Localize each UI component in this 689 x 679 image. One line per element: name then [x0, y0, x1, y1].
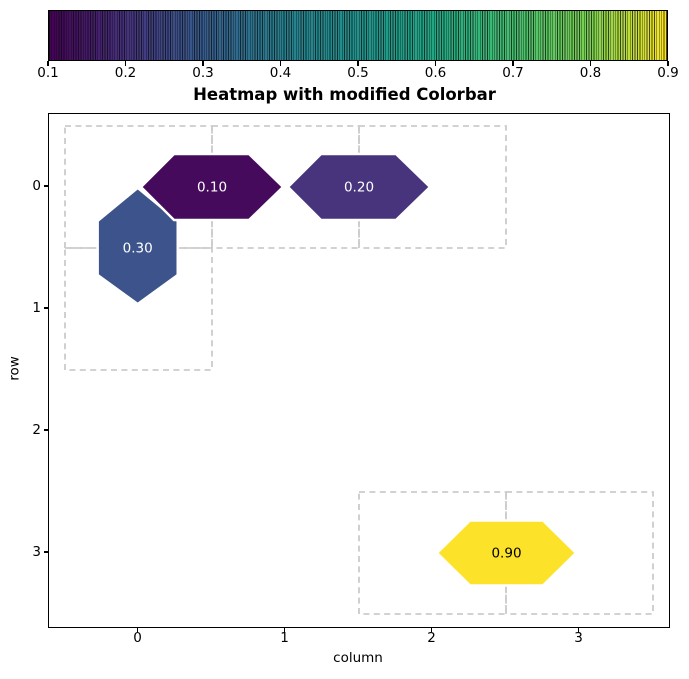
colorbar-segment-edges: [49, 11, 667, 60]
chart-title: Heatmap with modified Colorbar: [193, 85, 496, 104]
colorbar-tick-label: 0.4: [269, 65, 292, 81]
colorbar-tick-label: 0.7: [502, 65, 524, 81]
x-tick-label: 2: [427, 630, 436, 646]
hexagon-value-label: 0.20: [344, 180, 374, 196]
y-axis-label: row: [6, 356, 23, 381]
plot-area: 0.10 0.20 0.30 0.90: [48, 113, 670, 628]
y-tick-mark: [43, 551, 48, 553]
x-tick-label: 0: [133, 630, 142, 646]
y-tick-label: 3: [32, 544, 41, 560]
colorbar-tick-label: 0.8: [579, 65, 602, 81]
hexagon-value-label: 0.10: [197, 180, 227, 196]
x-tick-label: 3: [574, 630, 583, 646]
colorbar-tick-label: 0.6: [424, 65, 447, 81]
x-axis-label: column: [333, 650, 383, 666]
colorbar-tick-label: 0.3: [192, 65, 214, 81]
colorbar-tick-mark: [589, 61, 592, 66]
colorbar: [48, 10, 668, 61]
colorbar-tick-label: 0.1: [37, 65, 59, 81]
x-tick-mark: [430, 627, 433, 632]
colorbar-tick-mark: [279, 61, 282, 66]
colorbar-tick-mark: [434, 61, 437, 66]
y-tick-mark: [43, 429, 48, 431]
hexagon-cell-090: [435, 519, 578, 587]
x-tick-mark: [283, 627, 286, 632]
colorbar-tick-mark: [667, 61, 669, 66]
grid-cell-outline: [505, 491, 654, 615]
heatmap-canvas: 0.10 0.20 0.30 0.90: [64, 125, 654, 615]
y-tick-mark: [43, 185, 48, 187]
colorbar-tick-mark: [124, 61, 127, 66]
x-tick-label: 1: [280, 630, 289, 646]
x-tick-mark: [577, 627, 580, 632]
colorbar-tick-mark: [512, 61, 514, 66]
colorbar-tick-mark: [202, 61, 204, 66]
y-tick-mark: [43, 307, 48, 309]
y-tick-label: 2: [32, 422, 41, 438]
colorbar-tick-label: 0.9: [657, 65, 679, 81]
colorbar-tick-mark: [357, 61, 359, 66]
grid-cell-outline: [358, 125, 507, 249]
hexagon-value-label: 0.30: [123, 241, 153, 257]
y-tick-label: 0: [32, 178, 41, 194]
x-tick-mark: [136, 627, 139, 632]
hexagon-value-label: 0.90: [491, 546, 521, 562]
hexagon-cell-010: [139, 152, 285, 222]
colorbar-tick-label: 0.5: [347, 65, 369, 81]
colorbar-tick-label: 0.2: [114, 65, 137, 81]
y-tick-label: 1: [32, 300, 41, 316]
hexagon-cell-020: [286, 152, 432, 222]
colorbar-tick-mark: [47, 61, 49, 66]
